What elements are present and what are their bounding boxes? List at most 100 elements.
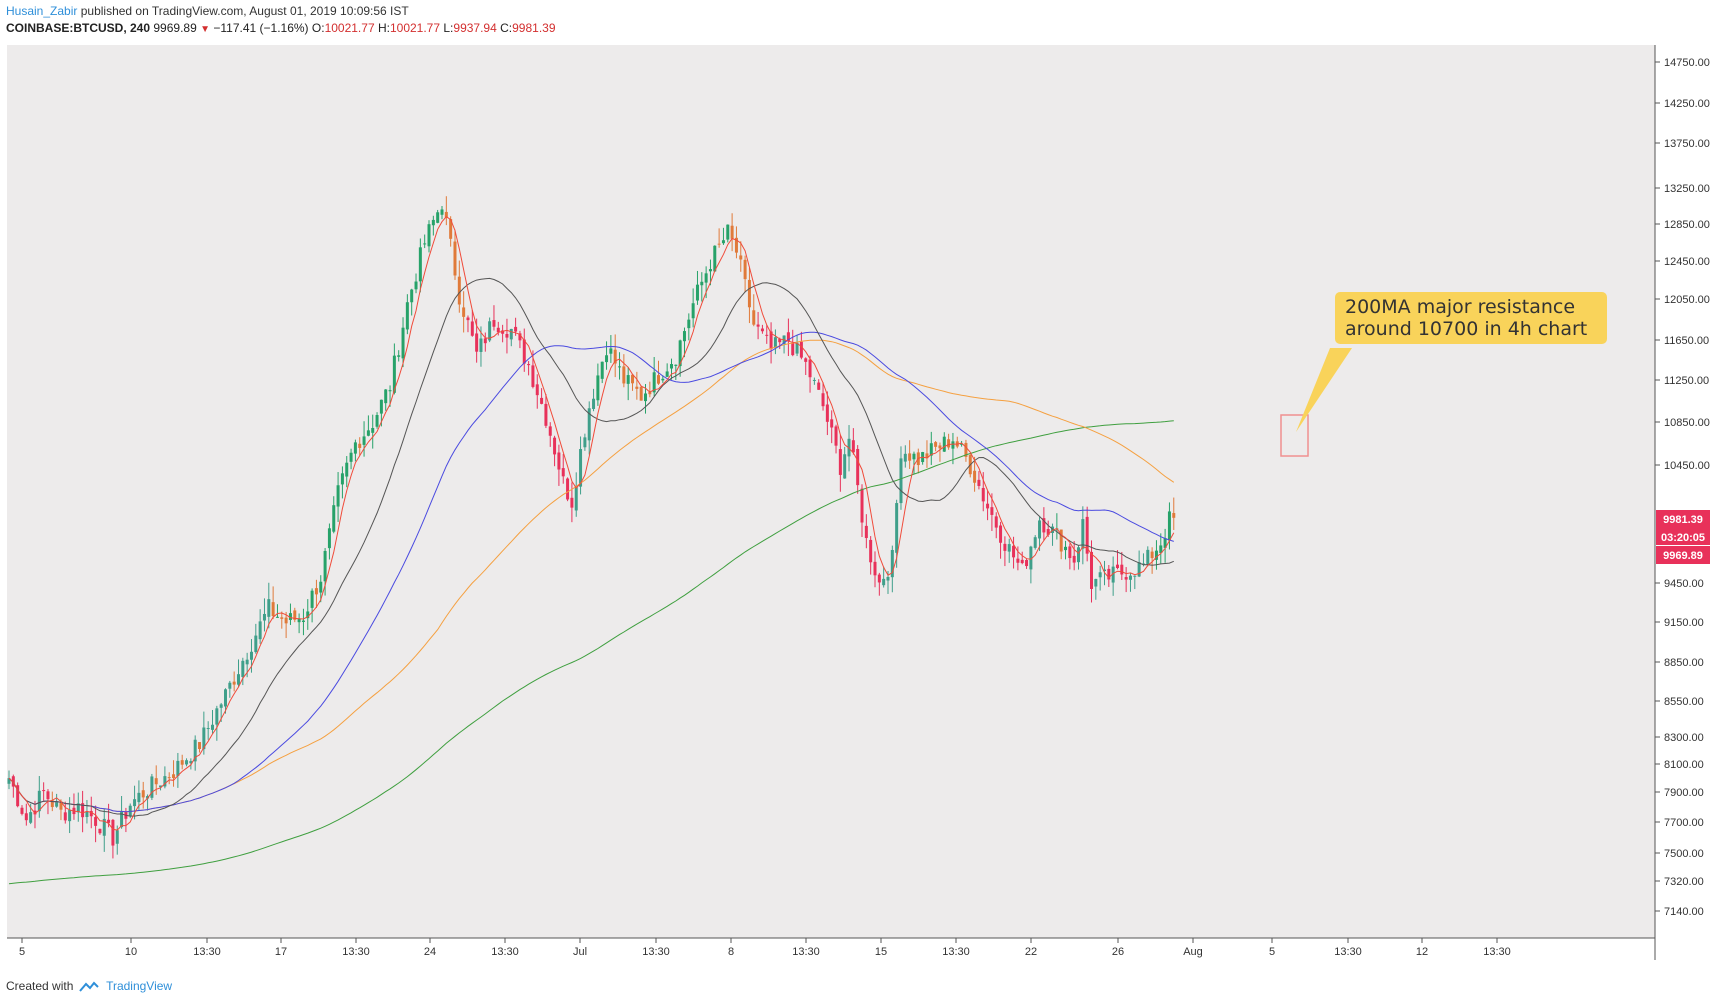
candle [622, 354, 626, 388]
candle [1172, 497, 1176, 530]
candle [1150, 547, 1154, 574]
candle [198, 741, 202, 753]
candle [535, 374, 539, 409]
time-tick-label: 13:30 [1334, 946, 1362, 958]
candle [769, 322, 773, 364]
candle [163, 766, 167, 789]
candle [1107, 564, 1111, 587]
candle [678, 339, 682, 377]
candle [470, 310, 474, 337]
candle [16, 782, 20, 808]
tradingview-brand-link[interactable]: TradingView [106, 979, 173, 993]
candle [232, 671, 236, 692]
candle-series [7, 196, 1176, 859]
candle [1085, 506, 1089, 562]
candle [682, 327, 686, 358]
moving-average-lines [8, 216, 1175, 885]
candle [1020, 551, 1024, 565]
candle [726, 224, 730, 243]
symbol-name[interactable]: COINBASE:BTCUSD, 240 [6, 21, 151, 35]
candle [1124, 567, 1128, 593]
candle [553, 435, 557, 467]
candle [431, 215, 435, 236]
candle [925, 440, 929, 468]
countdown-tag [1656, 528, 1710, 545]
candle [938, 442, 942, 462]
candle [211, 709, 215, 734]
candle [457, 260, 461, 313]
candle [977, 471, 981, 490]
price-tick-label: 10850.00 [1664, 417, 1710, 429]
candle [180, 754, 184, 770]
price-tick-label: 12050.00 [1664, 294, 1710, 306]
candle [527, 361, 531, 376]
candle [111, 818, 115, 859]
candle [851, 428, 855, 455]
candle [280, 611, 284, 629]
candle [1090, 540, 1093, 603]
candle [877, 572, 881, 596]
candle [1025, 558, 1029, 569]
candle [613, 334, 617, 378]
candle [747, 267, 751, 324]
price-axis[interactable]: 14750.00 14250.00 13750.00 13250.00 12850.00… [1655, 57, 1710, 918]
candle [1064, 540, 1068, 560]
candle [332, 496, 336, 534]
candle [1042, 507, 1046, 541]
close-price-tag [1656, 510, 1710, 528]
time-tick-label: 15 [875, 946, 887, 958]
close-label: C: [500, 21, 513, 35]
candle [812, 377, 816, 385]
candle [860, 484, 864, 537]
candle [405, 294, 409, 335]
candle [618, 352, 622, 380]
price-tick-label: 13250.00 [1664, 183, 1710, 195]
candle [24, 803, 28, 826]
annotation-line-2: around 10700 in 4h chart [1345, 318, 1588, 340]
plot-area[interactable] [7, 45, 1655, 938]
candle [327, 523, 331, 560]
candle [635, 371, 639, 400]
price-tick-label: 12850.00 [1664, 219, 1710, 231]
candle [583, 433, 587, 451]
candle [579, 436, 583, 495]
candle [912, 451, 916, 475]
countdown-tag-text: 03:20:05 [1661, 532, 1705, 544]
price-tick-label: 7700.00 [1664, 817, 1704, 829]
close-price-tag-text: 9981.39 [1663, 514, 1703, 526]
candle [505, 318, 509, 354]
candle [609, 335, 613, 363]
candle [206, 721, 210, 740]
candle [592, 388, 596, 412]
time-tick-label: 22 [1025, 946, 1037, 958]
candle [440, 205, 444, 220]
price-tick-label: 7140.00 [1664, 906, 1704, 918]
candle [760, 324, 764, 334]
price-change: −117.41 (−1.16%) [213, 21, 309, 35]
candle [773, 329, 777, 355]
candle [708, 259, 712, 286]
time-tick-label: 26 [1112, 946, 1124, 958]
time-tick-label: 13:30 [491, 946, 519, 958]
time-tick-label: 13:30 [193, 946, 221, 958]
candle [1038, 517, 1042, 551]
time-axis[interactable]: 5 10 13:30 17 13:30 24 13:30 Jul 13:30 8 13:30 15 13… [19, 938, 1511, 958]
annotation-callout[interactable]: 200MA major resistance around 10700 in 4… [1335, 292, 1607, 344]
annotation-line-1: 200MA major resistance [1345, 296, 1576, 318]
candle [102, 808, 106, 852]
candle [1072, 541, 1076, 571]
candle [7, 770, 11, 790]
candle [596, 363, 600, 406]
candle [401, 317, 405, 368]
author-link[interactable]: Husain_Zabir [6, 4, 78, 18]
candle [288, 603, 292, 625]
candle [522, 328, 526, 372]
candle [843, 446, 847, 479]
candle [986, 490, 990, 521]
candle [254, 623, 258, 654]
candle [540, 388, 544, 405]
candle [544, 394, 548, 429]
candle [340, 466, 344, 499]
candle [1111, 556, 1115, 596]
